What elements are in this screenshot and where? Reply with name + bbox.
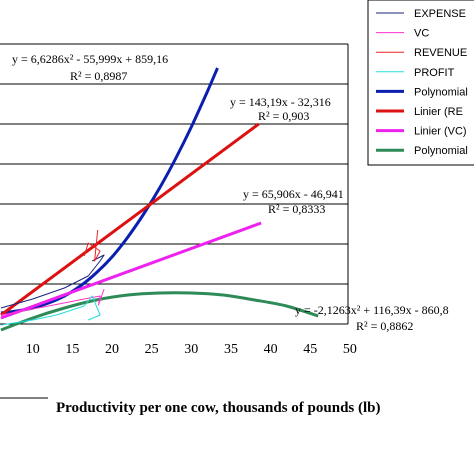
series-line-linier-re-1: [0, 122, 260, 317]
series-line-polynomial-3: [0, 291, 319, 332]
annotation-equation: y = 143,19x - 32,316: [230, 95, 331, 109]
series-line-linier-vc-2: [0, 221, 262, 320]
legend-label: EXPENSE: [414, 8, 466, 20]
series-line-revenue-5: [83, 229, 101, 262]
annotation-equation: y = 65,906x - 46,941: [243, 187, 344, 201]
annotation-equation: y = -2,1263x² + 116,39x - 860,8: [295, 303, 449, 317]
annotation-r-squared: R² = 0,903: [258, 109, 309, 123]
series-line-vc-6: [0, 288, 105, 316]
legend-label: Polynomial: [414, 145, 468, 157]
annotation-expense-fit: y = 6,6286x² - 55,999x + 859,16 R² = 0,8…: [12, 52, 168, 83]
x-tick-label: 25: [145, 342, 159, 357]
x-tick-label: 10: [26, 342, 40, 357]
annotation-revenue-fit: y = 143,19x - 32,316 R² = 0,903: [230, 95, 331, 123]
x-tick-labels: 10 15 20 25 30 35 40 45 50: [26, 342, 357, 357]
legend-label: REVENUE: [414, 47, 467, 59]
annotation-r-squared: R² = 0,8333: [268, 202, 325, 216]
annotation-vc-fit: y = 65,906x - 46,941 R² = 0,8333: [243, 187, 344, 216]
series-line-profit-7: [0, 295, 101, 326]
x-tick-label: 20: [105, 342, 119, 357]
series-line-expense-4: [0, 254, 105, 309]
x-tick-label: 45: [303, 342, 317, 357]
legend-label: Linier (VC): [414, 126, 467, 138]
x-tick-label: 30: [184, 342, 198, 357]
legend: EXPENSE VC REVENUE PROFIT Polynomial Linier (…: [376, 8, 468, 157]
x-tick-label: 15: [65, 342, 79, 357]
legend-label: PROFIT: [414, 67, 455, 79]
annotation-r-squared: R² = 0,8862: [356, 319, 413, 333]
annotation-r-squared: R² = 0,8987: [70, 69, 127, 83]
x-axis-label: Productivity per one cow, thousands of p…: [56, 400, 381, 416]
annotation-equation: y = 6,6286x² - 55,999x + 859,16: [12, 52, 168, 66]
x-tick-label: 35: [224, 342, 238, 357]
x-tick-label: 50: [343, 342, 357, 357]
legend-box: [367, 0, 474, 166]
annotation-profit-fit: y = -2,1263x² + 116,39x - 860,8 R² = 0,8…: [295, 303, 449, 333]
legend-label: Linier (RE: [414, 106, 463, 118]
legend-label: VC: [414, 28, 429, 40]
gridlines: [0, 43, 348, 285]
x-tick-label: 40: [264, 342, 278, 357]
series-layer: [0, 67, 319, 332]
series-line-polynomial-0: [0, 67, 219, 315]
legend-label: Polynomial: [414, 86, 468, 98]
